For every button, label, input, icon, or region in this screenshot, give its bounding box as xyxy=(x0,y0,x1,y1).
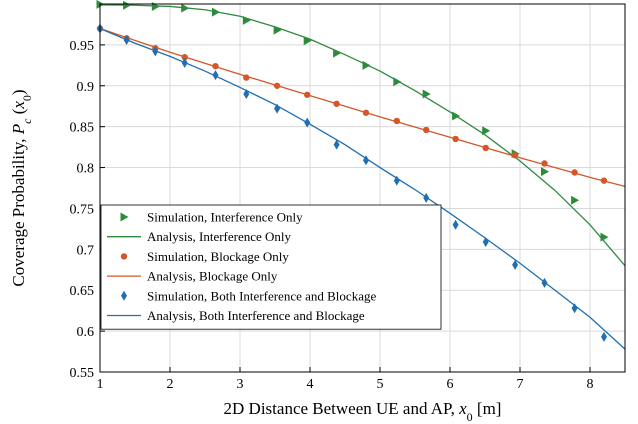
y-tick-label: 0.7 xyxy=(77,243,95,258)
data-point-series-0 xyxy=(123,0,132,10)
data-point-series-2 xyxy=(273,82,281,89)
y-tick-label: 0.55 xyxy=(70,366,95,381)
data-point-series-2 xyxy=(571,169,578,176)
y-tick-label: 0.85 xyxy=(70,121,95,136)
x-tick-label: 1 xyxy=(97,377,104,392)
data-point-series-0 xyxy=(571,195,580,205)
data-point-series-0 xyxy=(482,126,491,136)
data-point-series-2 xyxy=(511,152,519,159)
legend-label: Simulation, Blockage Only xyxy=(147,249,289,264)
data-point-series-0 xyxy=(362,60,371,70)
data-point-series-0 xyxy=(600,232,609,242)
series-markers xyxy=(96,0,609,342)
y-tick-label: 0.9 xyxy=(77,80,95,95)
data-point-series-4 xyxy=(363,155,369,166)
y-tick-label: 0.75 xyxy=(70,202,95,217)
data-point-series-4 xyxy=(571,303,578,314)
data-point-series-0 xyxy=(273,25,282,35)
data-point-series-4 xyxy=(452,219,459,230)
data-point-series-4 xyxy=(181,57,188,68)
data-point-series-0 xyxy=(181,3,190,13)
data-point-series-4 xyxy=(512,259,519,270)
data-point-series-4 xyxy=(393,175,400,186)
data-point-series-4 xyxy=(152,46,159,57)
data-point-series-4 xyxy=(304,117,311,128)
x-tick-label: 4 xyxy=(307,377,314,392)
data-point-series-0 xyxy=(452,111,461,121)
axis-ticks: 1 2 3 4 5 6 7 8 0.55 0.6 0.65 0.7 0.75 0.8 0.85 0.9 0.95 xyxy=(70,39,594,392)
series-line-3 xyxy=(100,27,625,187)
x-tick-label: 2 xyxy=(167,377,174,392)
legend-entry: Simulation, Both Interference and Blocka… xyxy=(121,288,376,303)
data-point-series-4 xyxy=(423,192,430,203)
legend-swatch xyxy=(120,253,128,260)
data-point-series-4 xyxy=(541,277,548,288)
data-point-series-0 xyxy=(393,77,402,87)
x-tick-label: 3 xyxy=(237,377,244,392)
data-point-series-2 xyxy=(362,109,370,116)
data-point-series-2 xyxy=(333,100,340,107)
legend-entry: Analysis, Blockage Only xyxy=(107,269,278,284)
data-point-series-2 xyxy=(482,144,489,152)
y-tick-label: 0.8 xyxy=(77,162,95,177)
data-point-series-4 xyxy=(601,331,607,342)
y-tick-label: 0.65 xyxy=(70,284,95,299)
data-point-series-4 xyxy=(212,70,219,81)
data-point-series-2 xyxy=(181,53,188,61)
plot-frame xyxy=(99,3,626,373)
data-point-series-0 xyxy=(212,7,220,17)
data-point-series-4 xyxy=(482,236,489,247)
data-point-series-2 xyxy=(452,135,459,143)
data-point-series-0 xyxy=(422,89,431,99)
legend-entry: Analysis, Both Interference and Blockage xyxy=(107,308,365,323)
x-tick-label: 7 xyxy=(517,377,524,392)
series-line-5 xyxy=(100,27,625,350)
legend-label: Simulation, Interference Only xyxy=(147,210,303,225)
data-point-series-0 xyxy=(151,1,160,11)
data-point-series-0 xyxy=(303,36,312,46)
legend-label: Simulation, Both Interference and Blocka… xyxy=(147,288,376,303)
legend-swatch xyxy=(121,290,127,301)
x-axis-label: 2D Distance Between UE and AP, x0 [m] xyxy=(224,399,502,424)
data-point-series-2 xyxy=(600,177,608,184)
data-point-series-4 xyxy=(123,34,130,45)
legend-label: Analysis, Blockage Only xyxy=(147,269,278,284)
legend: Simulation, Interference Only Analysis, I… xyxy=(100,204,442,330)
data-point-series-4 xyxy=(274,103,281,114)
legend-entry: Simulation, Blockage Only xyxy=(120,249,289,264)
legend-label: Analysis, Interference Only xyxy=(147,229,292,244)
data-point-series-2 xyxy=(541,160,548,167)
data-point-series-0 xyxy=(242,15,251,25)
data-point-series-0 xyxy=(333,48,342,58)
legend-entry: Analysis, Interference Only xyxy=(107,229,292,244)
x-tick-label: 5 xyxy=(377,377,384,392)
y-axis-label: Coverage Probability, Pc (x0) xyxy=(9,89,34,286)
x-tick-label: 8 xyxy=(587,377,594,392)
data-point-series-4 xyxy=(333,139,340,150)
legend-entries: Simulation, Interference Only Analysis, I… xyxy=(107,210,376,323)
y-tick-label: 0.6 xyxy=(77,325,95,340)
data-point-series-2 xyxy=(393,117,400,125)
x-tick-label: 6 xyxy=(447,377,454,392)
legend-entry: Simulation, Interference Only xyxy=(120,210,303,225)
legend-swatch xyxy=(120,212,129,222)
data-point-series-0 xyxy=(541,167,549,177)
data-point-series-4 xyxy=(243,88,250,99)
data-point-series-2 xyxy=(304,91,311,98)
data-point-series-2 xyxy=(243,74,250,81)
data-point-series-2 xyxy=(423,126,430,134)
y-tick-label: 0.95 xyxy=(70,39,95,54)
legend-box xyxy=(100,204,442,330)
legend-label: Analysis, Both Interference and Blockage xyxy=(147,308,365,323)
data-point-series-2 xyxy=(212,62,219,70)
